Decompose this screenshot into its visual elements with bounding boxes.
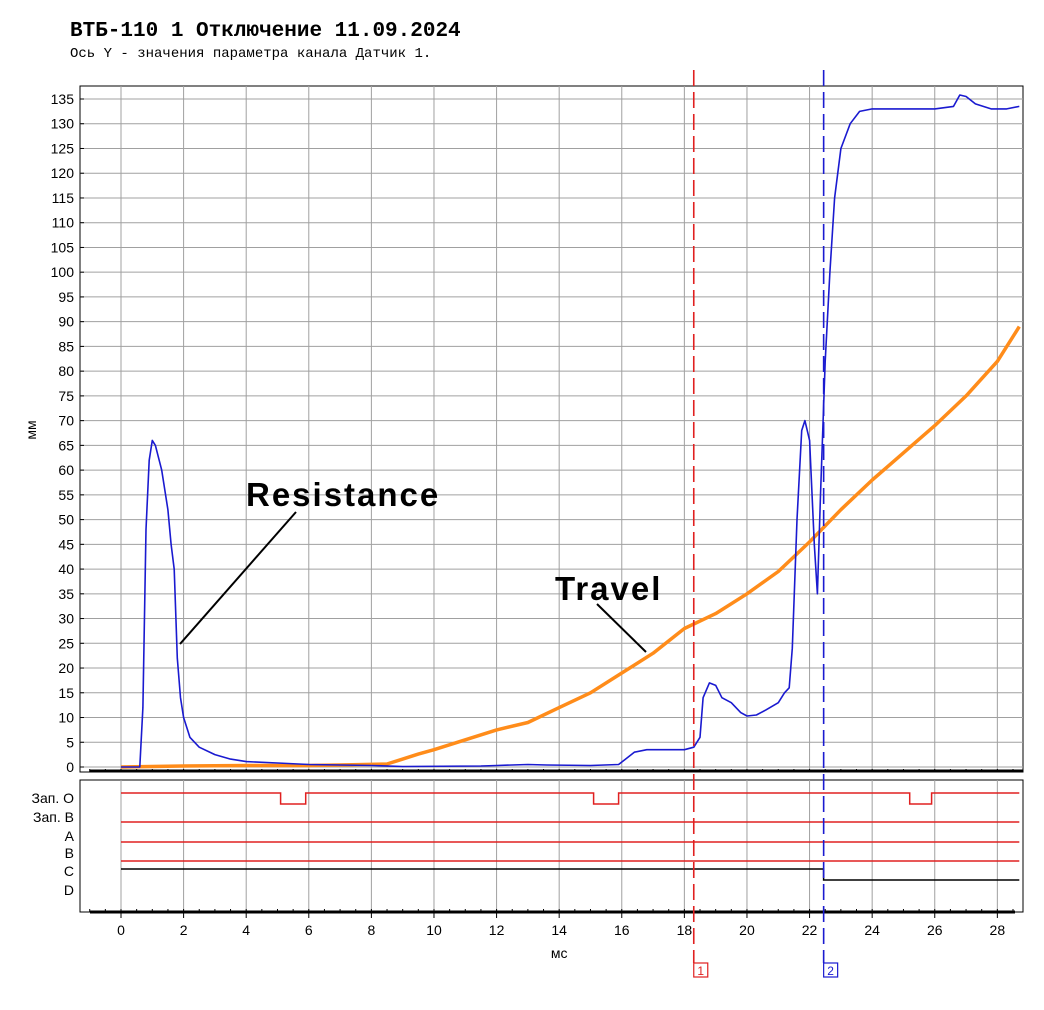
plot-frame xyxy=(79,85,1024,773)
digital-frame xyxy=(79,779,1024,913)
cursor-marker-label: 2 xyxy=(827,964,834,978)
y-tick-label: 45 xyxy=(58,536,74,552)
y-tick-label: 85 xyxy=(58,338,74,354)
y-tick-label: 70 xyxy=(58,413,74,429)
y-tick-label: 20 xyxy=(58,660,74,676)
digital-channel-label: C xyxy=(64,863,74,879)
digital-channel-label: Зап. В xyxy=(33,809,74,825)
x-tick-label: 24 xyxy=(864,922,880,938)
cursor-marker-label: 1 xyxy=(697,964,704,978)
cursor-marker-box xyxy=(693,962,709,978)
digital-channel-label: A xyxy=(65,828,75,844)
annotation-travel: Travel xyxy=(555,570,662,607)
y-tick-label: 55 xyxy=(58,487,74,503)
x-axis-label: мс xyxy=(551,945,568,961)
annotation-leader-travel xyxy=(596,603,647,653)
series-line-travel xyxy=(120,325,1021,769)
series-line-resistance xyxy=(121,94,1020,768)
chart-subtitle: Ось Y - значения параметра канала Датчик… xyxy=(70,46,432,62)
digital-channel-label: B xyxy=(65,845,74,861)
y-tick-label: 25 xyxy=(58,635,74,651)
y-tick-label: 5 xyxy=(66,734,74,750)
y-tick-label: 10 xyxy=(58,710,74,726)
x-tick-label: 18 xyxy=(677,922,693,938)
digital-channel-label: Зап. О xyxy=(32,790,75,806)
x-tick-label: 4 xyxy=(242,922,250,938)
digital-channel-label: D xyxy=(64,882,74,898)
y-tick-label: 0 xyxy=(66,759,74,775)
y-tick-label: 90 xyxy=(58,314,74,330)
y-tick-label: 60 xyxy=(58,462,74,478)
y-tick-label: 95 xyxy=(58,289,74,305)
y-tick-label: 40 xyxy=(58,561,74,577)
y-tick-label: 50 xyxy=(58,512,74,528)
digital-channel-trace xyxy=(121,792,1020,805)
x-tick-label: 6 xyxy=(305,922,313,938)
y-tick-label: 75 xyxy=(58,388,74,404)
y-tick-label: 35 xyxy=(58,586,74,602)
y-tick-label: 65 xyxy=(58,437,74,453)
y-tick-label: 100 xyxy=(51,264,75,280)
y-tick-label: 125 xyxy=(51,140,75,156)
x-tick-label: 8 xyxy=(367,922,375,938)
x-tick-label: 2 xyxy=(180,922,188,938)
y-tick-label: 110 xyxy=(52,215,75,231)
y-tick-label: 120 xyxy=(51,165,75,181)
x-tick-label: 20 xyxy=(739,922,755,938)
cursor-marker-box xyxy=(823,962,839,978)
x-tick-label: 26 xyxy=(927,922,943,938)
chart-title: ВТБ-110 1 Отключение 11.09.2024 xyxy=(70,20,461,43)
y-tick-label: 105 xyxy=(51,239,75,255)
x-tick-label: 0 xyxy=(117,922,125,938)
y-tick-label: 80 xyxy=(58,363,74,379)
y-axis-label: мм xyxy=(23,420,39,439)
x-tick-label: 10 xyxy=(426,922,442,938)
annotation-resistance: Resistance xyxy=(246,476,440,513)
x-tick-label: 22 xyxy=(802,922,818,938)
y-tick-label: 15 xyxy=(58,685,74,701)
y-tick-label: 135 xyxy=(51,91,75,107)
x-tick-label: 12 xyxy=(489,922,505,938)
y-tick-label: 30 xyxy=(58,611,74,627)
x-tick-label: 28 xyxy=(990,922,1006,938)
y-tick-label: 130 xyxy=(51,116,75,132)
x-tick-label: 14 xyxy=(551,922,567,938)
annotation-leader-resistance xyxy=(179,511,297,645)
y-tick-label: 115 xyxy=(52,190,75,206)
x-tick-label: 16 xyxy=(614,922,630,938)
